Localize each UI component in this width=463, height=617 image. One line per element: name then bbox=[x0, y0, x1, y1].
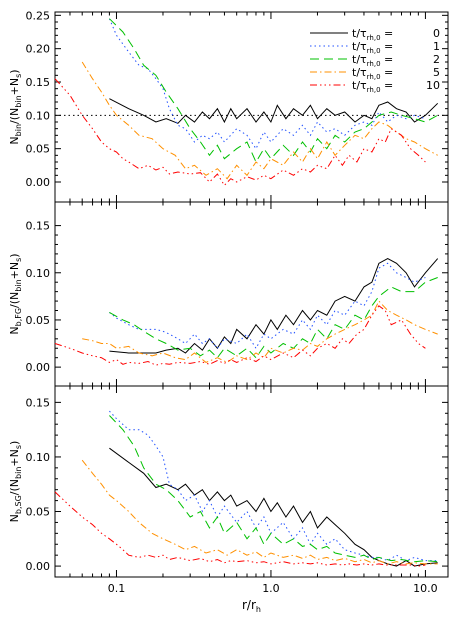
series-line-3 bbox=[81, 459, 438, 565]
series-line-2 bbox=[109, 18, 438, 164]
series-line-4 bbox=[54, 305, 426, 366]
x-tick-label: 0.1 bbox=[108, 582, 126, 595]
y-axis-label: Nb,FG/(Nbin+Ns) bbox=[8, 253, 23, 334]
series-line-1 bbox=[109, 410, 438, 562]
legend-entry-label: t/τrh,0 = bbox=[352, 40, 393, 55]
x-axis-label: r/rh bbox=[242, 598, 261, 614]
series-line-1 bbox=[109, 262, 426, 350]
y-tick-label: 0.00 bbox=[26, 361, 51, 374]
series-line-0 bbox=[109, 258, 439, 354]
x-axis: r/rh 0.1 1.0 10.0 bbox=[108, 582, 438, 614]
y-axis-label: Nb,SG/(Nbin+Ns) bbox=[8, 441, 23, 523]
legend-entry-value: 0 bbox=[433, 27, 440, 40]
series-line-0 bbox=[109, 447, 438, 567]
legend-entry-label: t/τrh,0 = bbox=[352, 79, 393, 94]
y-tick-label: 0.20 bbox=[26, 43, 51, 56]
y-tick-label: 0.10 bbox=[26, 451, 51, 464]
legend-entry-value: 5 bbox=[433, 66, 440, 79]
y-tick-label: 0.15 bbox=[26, 396, 51, 409]
y-tick-label: 0.00 bbox=[26, 560, 51, 573]
y-tick-label: 0.15 bbox=[26, 220, 51, 233]
y-axis-label: Nbin/(Nbin+Ns) bbox=[8, 69, 23, 144]
legend-entry-value: 2 bbox=[433, 53, 440, 66]
series-line-2 bbox=[109, 277, 438, 359]
panel-3: 0.00 0.05 0.10 0.15 Nb,SG/(Nbin+Ns) bbox=[8, 385, 449, 578]
legend: t/τrh,0 = 0 t/τrh,0 = 1 t/τrh,0 = 2 t/τrh,0 = 5… bbox=[310, 27, 440, 94]
y-tick-label: 0.05 bbox=[26, 506, 51, 519]
series-line-3 bbox=[81, 61, 438, 180]
x-tick-label: 1.0 bbox=[262, 582, 280, 595]
series-line-0 bbox=[109, 98, 439, 124]
y-tick-label: 0.00 bbox=[26, 176, 51, 189]
y-tick-label: 0.05 bbox=[26, 314, 51, 327]
series-line-1 bbox=[108, 18, 426, 150]
legend-entry-value: 10 bbox=[426, 79, 440, 92]
panels: 0.000.050.100.150.200.25Nbin/(Nbin+Ns)0.… bbox=[8, 9, 449, 578]
y-tick-label: 0.10 bbox=[26, 267, 51, 280]
panel-frame bbox=[54, 385, 449, 578]
series-line-2 bbox=[109, 415, 438, 563]
y-tick-label: 0.05 bbox=[26, 143, 51, 156]
y-tick-label: 0.10 bbox=[26, 109, 51, 122]
legend-entry-value: 1 bbox=[433, 40, 440, 53]
panel-1: 0.00 0.05 0.10 0.15 0.20 0.25 Nbin/(Nbin+Ns) bbox=[8, 9, 449, 203]
legend-entry-label: t/τrh,0 = bbox=[352, 53, 393, 68]
series-line-4 bbox=[54, 78, 426, 187]
x-tick-label: 10.0 bbox=[413, 582, 438, 595]
panel-2: 0.00 0.05 0.10 0.15 Nb,FG/(Nbin+Ns) bbox=[8, 201, 449, 387]
legend-entry-label: t/τrh,0 = bbox=[352, 66, 393, 81]
legend-entry-label: t/τrh,0 = bbox=[352, 27, 393, 42]
y-tick-label: 0.25 bbox=[26, 9, 51, 22]
series-line-3 bbox=[82, 300, 438, 363]
y-tick-label: 0.15 bbox=[26, 76, 51, 89]
panel-frame bbox=[54, 201, 449, 387]
